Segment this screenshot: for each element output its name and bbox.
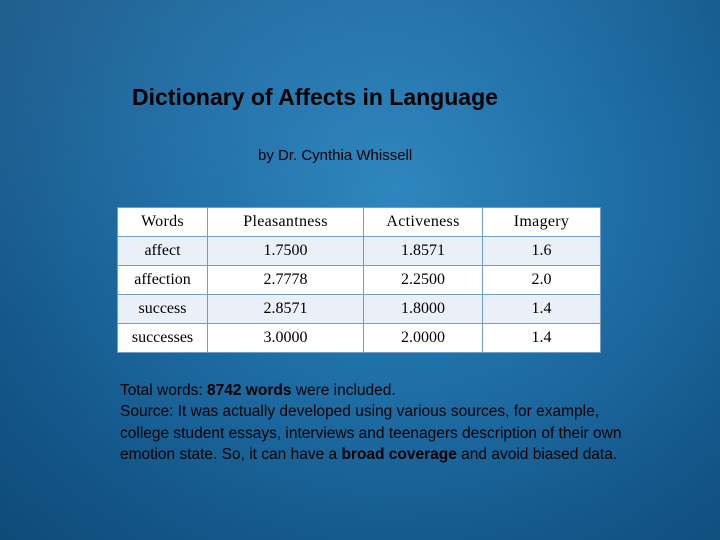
cell-imagery: 1.6 (482, 236, 601, 266)
cell-word: success (117, 294, 208, 324)
cell-pleasantness: 2.7778 (207, 265, 364, 295)
header-pleasantness: Pleasantness (207, 207, 364, 237)
source-emphasis: broad coverage (341, 445, 457, 463)
affects-table: Words Pleasantness Activeness Imagery af… (117, 207, 601, 353)
source-text-end: and avoid biased data. (456, 445, 618, 463)
cell-pleasantness: 3.0000 (207, 323, 364, 353)
cell-activeness: 2.0000 (363, 323, 483, 353)
cell-word: affection (117, 265, 208, 295)
total-words-suffix: were included. (291, 382, 396, 399)
source-text: Source: It was actually developed using … (120, 403, 622, 463)
cell-imagery: 1.4 (482, 323, 601, 353)
cell-pleasantness: 2.8571 (207, 294, 364, 324)
table-row: affect 1.7500 1.8571 1.6 (117, 236, 601, 266)
table-row: success 2.8571 1.8000 1.4 (117, 294, 601, 324)
slide-title: Dictionary of Affects in Language (132, 84, 498, 110)
slide-subtitle: by Dr. Cynthia Whissell (258, 147, 413, 164)
cell-imagery: 2.0 (482, 265, 601, 295)
notes-text-block: Total words: 8742 words were included. S… (120, 380, 640, 465)
total-words-line: Total words: 8742 words were included. (120, 380, 640, 401)
cell-activeness: 1.8571 (363, 236, 483, 266)
header-activeness: Activeness (363, 207, 483, 237)
cell-pleasantness: 1.7500 (207, 236, 364, 266)
cell-imagery: 1.4 (482, 294, 601, 324)
cell-activeness: 1.8000 (363, 294, 483, 324)
header-words: Words (117, 207, 208, 237)
cell-word: successes (117, 323, 208, 353)
table-header-row: Words Pleasantness Activeness Imagery (117, 207, 601, 237)
cell-activeness: 2.2500 (363, 265, 483, 295)
table-row: affection 2.7778 2.2500 2.0 (117, 265, 601, 295)
source-paragraph: Source: It was actually developed using … (120, 401, 640, 465)
total-words-prefix: Total words: (120, 382, 208, 399)
header-imagery: Imagery (482, 207, 601, 237)
cell-word: affect (117, 236, 208, 266)
table-row: successes 3.0000 2.0000 1.4 (117, 323, 601, 353)
total-words-count: 8742 words (207, 382, 292, 399)
